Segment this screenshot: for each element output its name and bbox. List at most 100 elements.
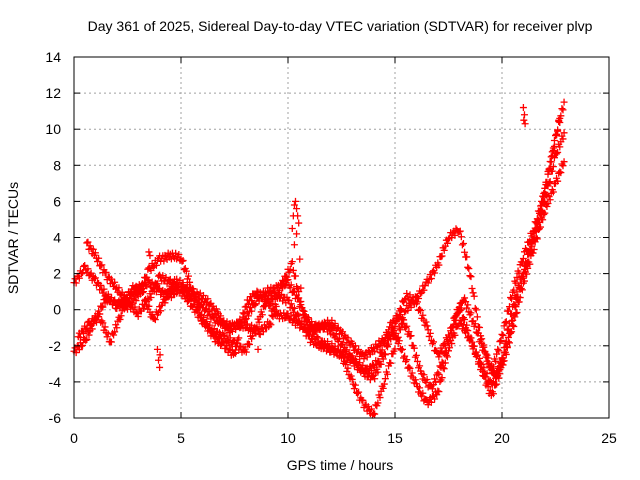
trace-d-point — [240, 319, 248, 327]
trace-b-point — [546, 196, 554, 204]
trace-d-point — [482, 350, 490, 358]
trace-d-point — [274, 290, 282, 298]
trace-a-point — [461, 248, 469, 256]
trace-b-point — [258, 311, 266, 319]
trace-a-point — [494, 345, 502, 353]
trace-d-point — [304, 314, 312, 322]
trace-d-point — [204, 295, 212, 303]
trace-b-point — [413, 298, 421, 306]
trace-c-point — [198, 316, 206, 324]
trace-d-point — [484, 354, 492, 362]
trace-d-point — [450, 320, 458, 328]
trace-d-point — [254, 326, 262, 334]
y-tick-label: 10 — [45, 121, 61, 137]
trace-b-point — [422, 318, 430, 326]
trace-b-point — [397, 306, 405, 314]
trace-c-point — [179, 257, 187, 265]
trace-d-point — [550, 142, 558, 150]
trace-c-point — [79, 341, 87, 349]
trace-c-point — [88, 325, 96, 333]
trace-a-point — [75, 274, 83, 282]
trace-b-point — [242, 348, 250, 356]
trace-a-point — [317, 338, 325, 346]
outlier-point — [291, 197, 299, 205]
trace-c-point — [416, 384, 424, 392]
trace-a-point — [456, 227, 464, 235]
trace-d-point — [122, 296, 130, 304]
trace-d-point — [403, 322, 411, 330]
trace-d-point — [526, 246, 534, 254]
trace-d-point — [442, 347, 450, 355]
trace-d-point — [434, 369, 442, 377]
trace-a-point — [468, 284, 476, 292]
trace-b-point — [549, 188, 557, 196]
trace-d-point — [217, 312, 225, 320]
trace-c-point — [472, 348, 480, 356]
trace-d-point — [416, 362, 424, 370]
trace-d-point — [531, 224, 539, 232]
trace-a-point — [476, 323, 484, 331]
trace-a-point — [459, 239, 467, 247]
trace-c-point — [142, 274, 150, 282]
trace-c-point — [235, 334, 243, 342]
trace-d-point — [552, 132, 559, 140]
trace-d-point — [432, 378, 440, 386]
trace-b-point — [150, 287, 158, 295]
trace-c-point — [351, 342, 359, 350]
trace-d-point — [541, 184, 549, 192]
trace-d-point — [279, 276, 287, 284]
trace-c-point — [371, 347, 379, 355]
trace-c-point — [199, 313, 207, 321]
trace-c-point — [476, 354, 484, 362]
trace-c-point — [401, 352, 409, 360]
trace-c-point — [205, 324, 213, 332]
trace-b-point — [323, 347, 331, 355]
trace-d-point — [116, 315, 124, 323]
trace-c-point — [419, 389, 427, 397]
trace-c-point — [172, 249, 180, 257]
outlier-point — [297, 284, 305, 292]
trace-a-point — [81, 261, 89, 269]
trace-a-point — [379, 384, 387, 392]
trace-d-point — [463, 304, 471, 312]
trace-d-point — [270, 308, 278, 316]
axis-ticks — [73, 56, 610, 419]
trace-b-point — [94, 258, 102, 266]
trace-a-point — [407, 304, 415, 312]
trace-a-point — [438, 252, 446, 260]
trace-d-point — [332, 330, 340, 338]
y-tick-label: 6 — [53, 193, 61, 209]
trace-d-point — [537, 207, 545, 215]
trace-c-point — [294, 319, 302, 327]
trace-a-point — [394, 333, 402, 341]
trace-d-point — [553, 131, 561, 139]
y-tick-label: -6 — [49, 410, 62, 426]
outlier-point — [288, 224, 296, 232]
trace-c-point — [280, 309, 288, 317]
trace-b-point — [111, 278, 119, 286]
trace-d-point — [504, 333, 512, 341]
trace-b-point — [533, 235, 541, 243]
trace-d-point — [480, 343, 488, 351]
trace-c-point — [209, 331, 217, 339]
trace-b-point — [91, 249, 99, 257]
outlier-point — [294, 212, 302, 220]
trace-b-point — [374, 368, 382, 376]
trace-d-point — [119, 302, 127, 310]
trace-a-point — [492, 357, 500, 365]
trace-d-point — [474, 329, 482, 337]
x-tick-label: 15 — [387, 430, 403, 446]
trace-a-point — [466, 272, 474, 280]
trace-b-point — [184, 297, 192, 305]
y-tick-label: 12 — [45, 85, 61, 101]
trace-c-point — [440, 365, 448, 373]
trace-d-point — [112, 321, 120, 329]
trace-d-point — [113, 324, 121, 332]
trace-c-point — [223, 342, 231, 350]
trace-d-point — [556, 114, 564, 122]
trace-c-point — [435, 388, 443, 396]
trace-c-point — [541, 197, 549, 205]
chart-title: Day 361 of 2025, Sidereal Day-to-day VTE… — [88, 18, 593, 34]
trace-d-point — [299, 307, 307, 315]
trace-d-point — [428, 385, 436, 393]
